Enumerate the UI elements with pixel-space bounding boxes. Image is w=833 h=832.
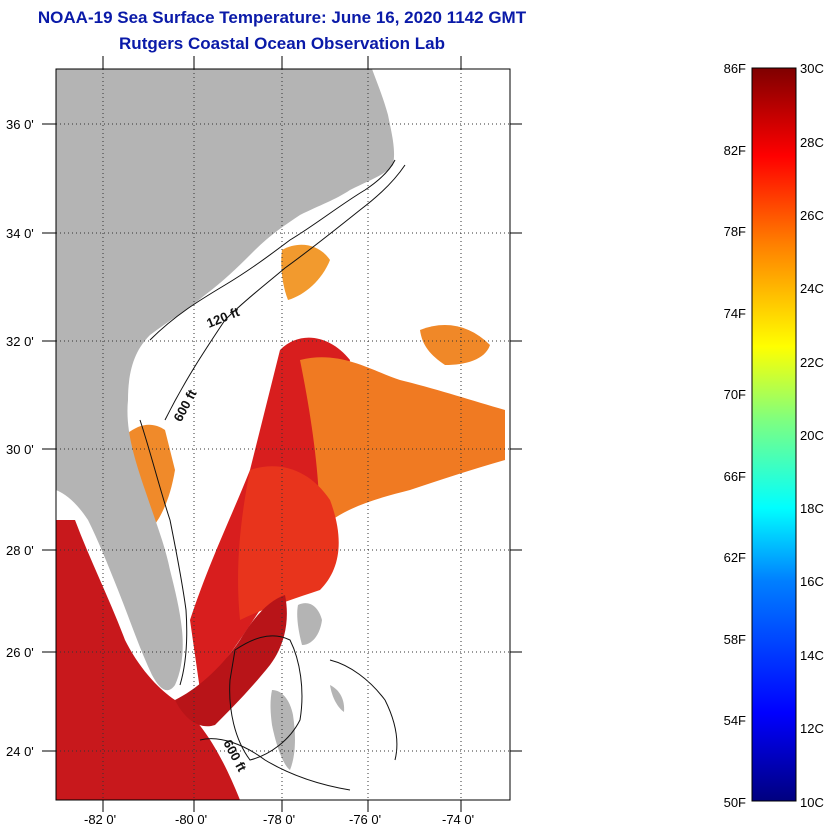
map-frame [56, 69, 510, 800]
cb-label-70f: 70F [723, 387, 746, 402]
nearshore-orange-water [120, 424, 175, 530]
contour-bahamas-south [199, 738, 351, 791]
cb-label-62f: 62F [723, 550, 746, 565]
cb-label-18c: 18C [800, 501, 824, 516]
lat-label-36: 36 0' [6, 117, 34, 132]
east-orange-patch [420, 325, 490, 365]
land-bahamas-eleuthera [330, 685, 345, 712]
cb-label-50f: 50F [723, 795, 746, 810]
lat-label-34: 34 0' [6, 226, 34, 241]
cb-label-10c: 10C [800, 795, 824, 810]
cb-label-26c: 26C [800, 208, 824, 223]
cb-label-22c: 22C [800, 355, 824, 370]
cb-label-16c: 16C [800, 574, 824, 589]
land-mainland [56, 69, 395, 691]
contour-bahamas-east [329, 659, 398, 761]
lat-label-32: 32 0' [6, 334, 34, 349]
cb-label-58f: 58F [723, 632, 746, 647]
lat-label-24: 24 0' [6, 744, 34, 759]
cb-label-30c: 30C [800, 61, 824, 76]
land-bahamas-andros [270, 690, 295, 770]
cb-label-78f: 78F [723, 224, 746, 239]
cb-label-74f: 74F [723, 306, 746, 321]
carolina-orange-water [281, 244, 330, 300]
cb-label-28c: 28C [800, 135, 824, 150]
lat-label-26: 26 0' [6, 645, 34, 660]
lat-label-30: 30 0' [6, 442, 34, 457]
offshore-red-water [238, 466, 339, 620]
lon-label-78: -78 0' [263, 812, 296, 827]
cb-label-24c: 24C [800, 281, 824, 296]
lat-label-28: 28 0' [6, 543, 34, 558]
cb-label-66f: 66F [723, 469, 746, 484]
tick-marks [42, 56, 522, 812]
map-border [55, 68, 511, 801]
florida-straits-water [175, 595, 287, 727]
map-subtitle: Rutgers Coastal Ocean Observation Lab [119, 34, 445, 53]
lon-label-74: -74 0' [442, 812, 475, 827]
contour-600ft [164, 164, 406, 421]
cb-label-82f: 82F [723, 143, 746, 158]
cb-label-14c: 14C [800, 648, 824, 663]
cb-label-86f: 86F [723, 61, 746, 76]
cb-label-20c: 20C [800, 428, 824, 443]
contour-bahamas [229, 635, 303, 761]
cb-label-12c: 12C [800, 721, 824, 736]
sargasso-orange-water [300, 357, 505, 530]
colorbar-gradient [751, 67, 797, 802]
contour-florida-coast [139, 419, 188, 686]
land-bahamas-abaco [297, 603, 322, 645]
lon-label-82: -82 0' [84, 812, 117, 827]
lon-label-80: -80 0' [175, 812, 208, 827]
contour-120ft [149, 159, 396, 341]
map-title: NOAA-19 Sea Surface Temperature: June 16… [37, 8, 527, 27]
cb-label-54f: 54F [723, 713, 746, 728]
lon-label-76: -76 0' [349, 812, 382, 827]
